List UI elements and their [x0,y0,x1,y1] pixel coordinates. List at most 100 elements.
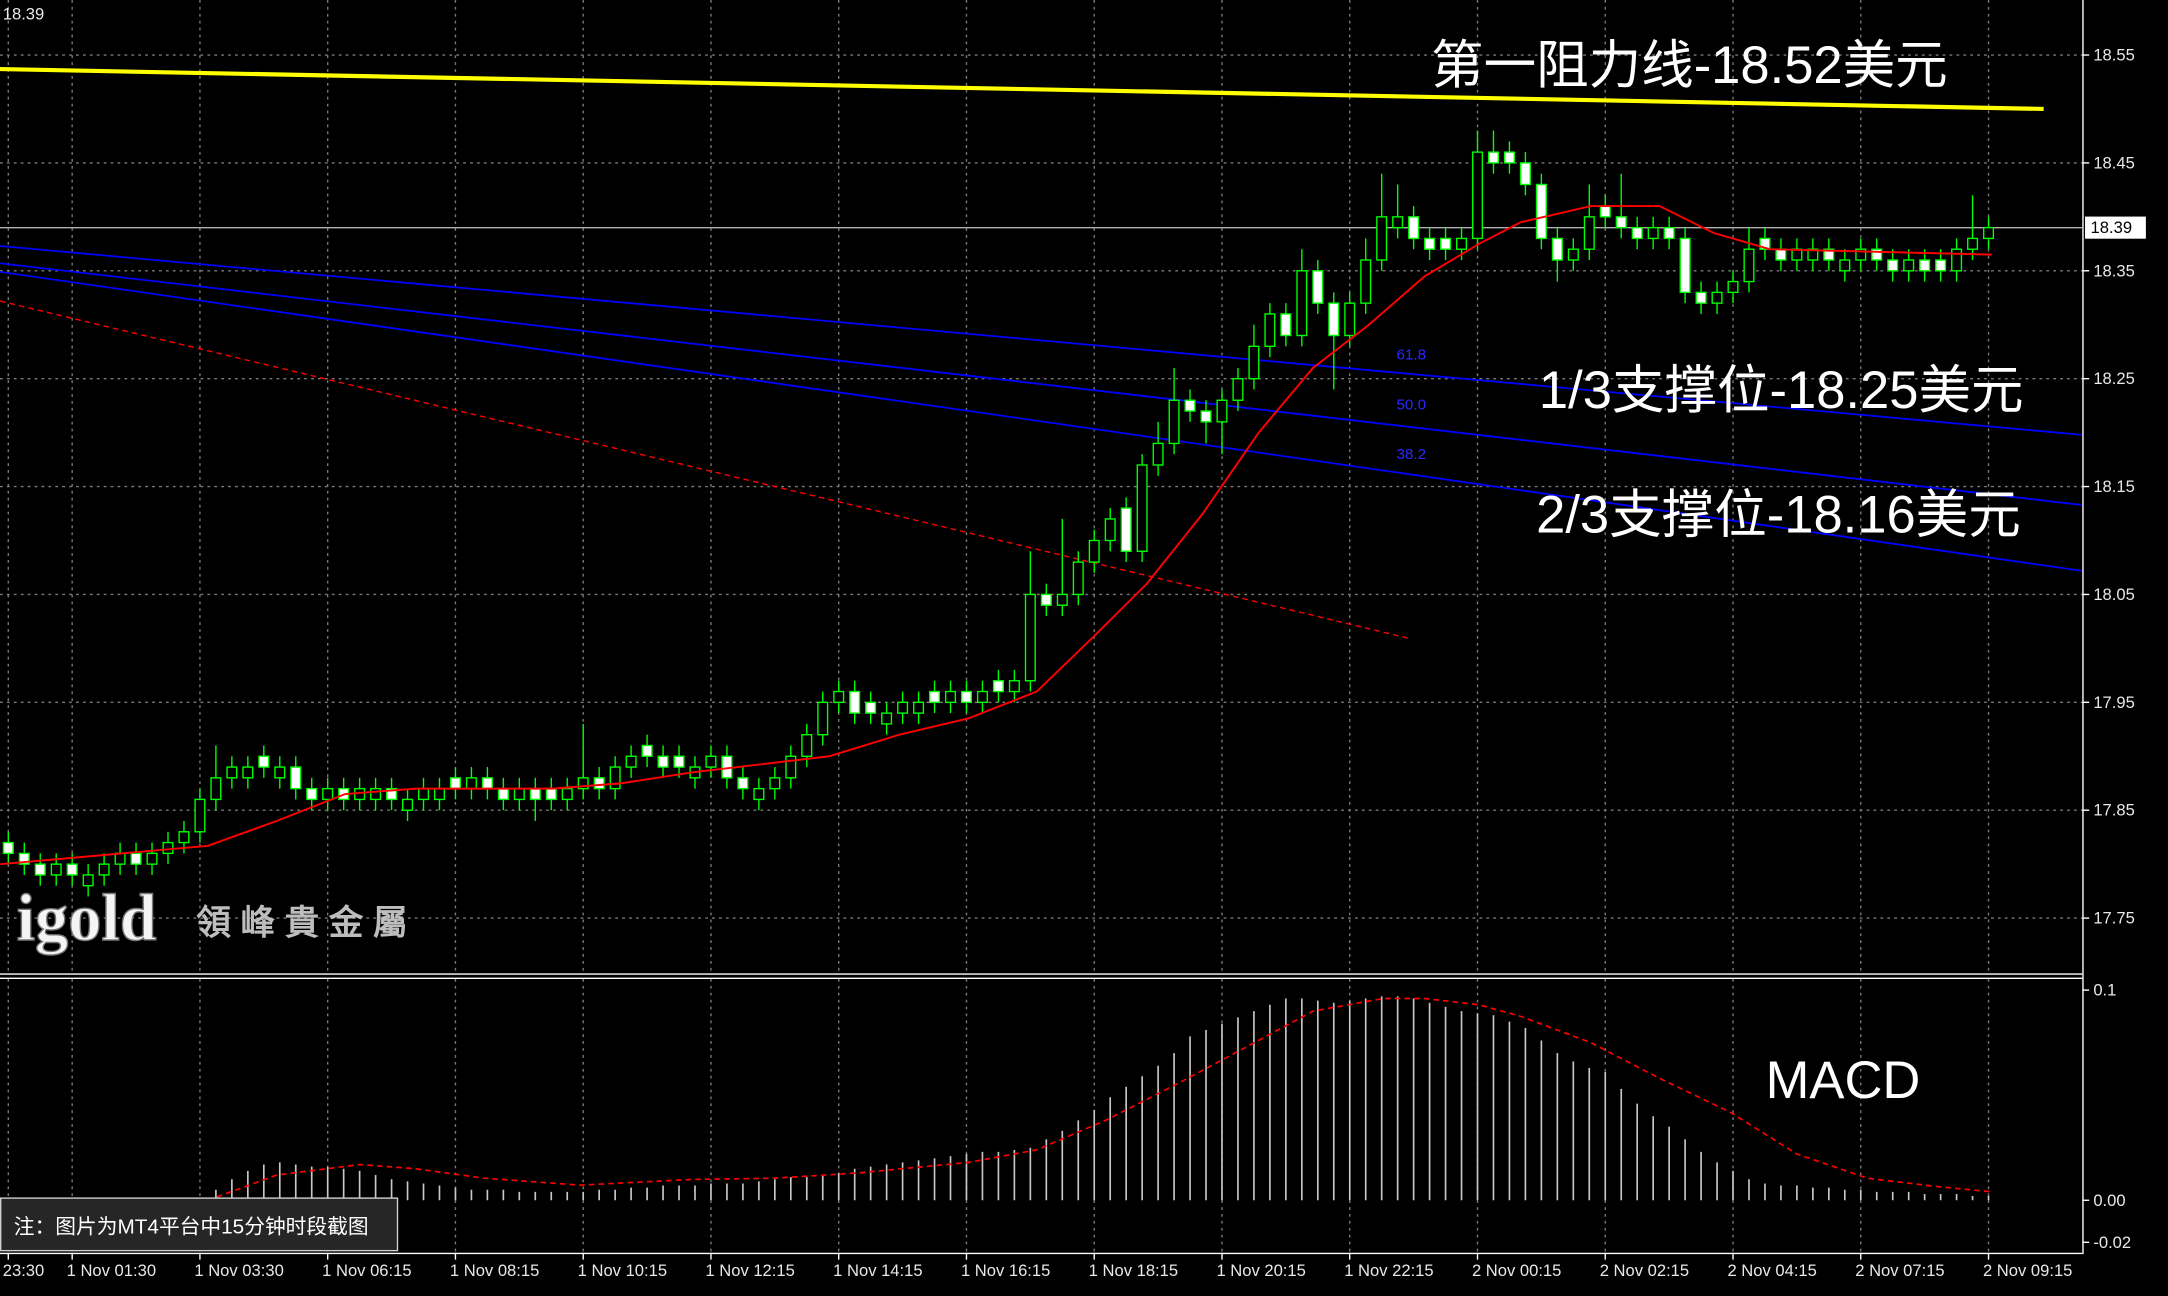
x-tick-label: 2 Nov 02:15 [1600,1261,1689,1280]
candle-body [370,787,382,801]
candle-body [976,690,988,704]
candle-body [801,733,813,757]
candle-body [1951,248,1963,272]
candle-body [1344,302,1356,337]
candle-body [82,874,94,887]
candle-body [306,787,318,801]
candle-body [1072,561,1084,596]
candle-body [737,777,749,790]
candle-body [929,690,941,704]
candle-body [34,863,46,876]
candle-body [1743,248,1755,283]
y-tick-label: 18.35 [2093,261,2134,280]
frame [0,0,2084,1255]
candle-body [1983,226,1995,240]
candle-body [98,863,110,876]
candle-body [1631,226,1643,240]
note-box [0,1197,399,1252]
candle-body [258,755,270,768]
candle-body [114,852,126,865]
candle-body [1471,151,1484,240]
candle-body [577,777,589,790]
candle-body [960,690,973,704]
candle-body [1008,680,1020,693]
candle-body [992,680,1004,693]
candle-body [1727,280,1739,294]
candle-body [1056,593,1068,606]
candle-body [1487,151,1500,164]
x-tick-label: 1 Nov 08:15 [450,1261,539,1280]
candle-body [1040,593,1052,606]
candle-body [50,863,62,876]
candle-body [785,755,797,779]
trend-line [0,262,2082,506]
y-tick-label: 17.75 [2093,909,2134,928]
candle-body [1567,248,1579,261]
candle-body [1152,442,1164,466]
x-tick-label: 2 Nov 09:15 [1983,1261,2072,1280]
x-tick-label: 1 Nov 03:30 [194,1261,283,1280]
candle-body [1839,259,1851,272]
candle-body [705,755,717,768]
candle-body [210,777,222,801]
candle-body [465,777,477,790]
candle-body [1903,259,1915,272]
candle-body [433,787,446,801]
note: 注：图片为MT4平台中15分钟时段截图 [14,1215,369,1238]
x-tick-label: 23:30 [3,1261,44,1280]
candle-body [497,787,509,801]
x-tick-label: 1 Nov 06:15 [322,1261,411,1280]
y-tick-label: 17.95 [2093,693,2134,712]
candle-body [1855,248,1867,261]
candle-body [178,831,190,844]
y-tick-label: 0.1 [2093,981,2116,1000]
candle-body [641,744,653,757]
price-panel: 61.8 50.0 38.2 [0,66,2083,897]
x-tick-label: 1 Nov 14:15 [833,1261,922,1280]
candle-body [386,787,398,801]
candle-body [1871,248,1883,261]
candle-body [2,841,14,855]
candle-body [769,777,781,790]
y-tick-label: 0.00 [2093,1191,2125,1210]
candle-body [1408,216,1420,240]
candle-body [1759,237,1771,250]
candle-body [561,787,573,801]
candle-body [146,852,158,865]
price-box [2085,216,2146,239]
macd-signal [207,997,1992,1202]
candle-body [545,787,557,801]
candle-body [881,712,893,725]
grid [0,0,2083,1253]
y-tick-label: 18.45 [2093,153,2134,172]
candle-body [1823,248,1835,261]
candle-body [18,852,30,865]
candle-body [865,701,877,714]
candle-body [609,766,621,790]
candle-body [1360,259,1372,304]
candle-body [1919,259,1931,272]
candle-body [913,701,925,714]
candle-body [1535,183,1547,240]
y-tick-label: 17.85 [2093,801,2134,820]
x-tick-label: 2 Nov 04:15 [1727,1261,1816,1280]
candle-body [1599,205,1611,218]
candle-body [1200,410,1212,423]
candle-body [944,690,957,704]
candle-body [1695,291,1707,304]
watermark-subtitle: 領 峰 貴 金 屬 [196,904,407,943]
macd-panel [207,996,1992,1202]
candle-body [1887,259,1899,272]
candle-body [1551,237,1563,261]
candle-body [833,690,845,704]
candle-body [1248,345,1260,380]
candle-body [817,701,829,736]
candle-body [1647,226,1659,240]
candle-body [1807,248,1819,261]
candle-body [130,852,142,865]
candle-body [1711,291,1723,304]
y-tick-label: 18.55 [2093,46,2134,65]
candle-body [481,777,493,790]
candle-body [753,787,765,801]
